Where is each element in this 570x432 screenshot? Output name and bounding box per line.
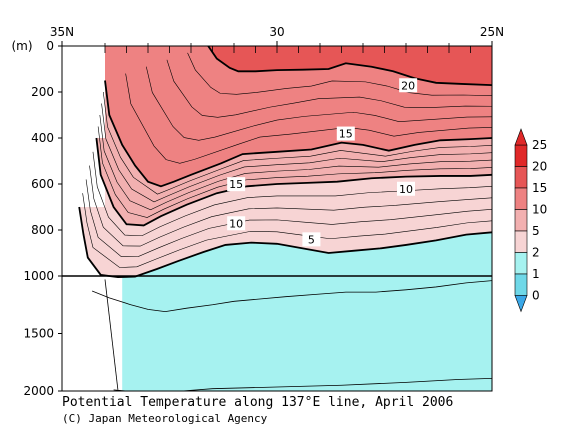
- contour-label: 20: [401, 79, 415, 92]
- y-tick-label: 200: [31, 85, 54, 99]
- legend-top-arrow: [514, 128, 528, 146]
- legend-swatch: [514, 187, 528, 210]
- isotherm-minor-line: [145, 66, 493, 141]
- isotherm-20: [207, 45, 493, 86]
- contour-label-bg: [399, 78, 418, 93]
- legend-label: 1: [532, 267, 540, 281]
- isotherm-minor-line: [89, 165, 493, 247]
- bathymetry-line: [104, 279, 119, 390]
- isotherm-minor-line: [166, 59, 493, 118]
- legend-label: 10: [532, 203, 547, 217]
- legend-swatch: [514, 230, 528, 253]
- legend-label: 20: [532, 160, 547, 174]
- y-tick-label: 400: [31, 131, 54, 145]
- isotherm-minor-line: [102, 91, 493, 195]
- caption: Potential Temperature along 137°E line, …: [62, 395, 453, 427]
- contour-label-bg: [336, 126, 355, 141]
- isotherm-minor-line: [101, 103, 493, 203]
- contour-label-bg: [397, 181, 415, 196]
- y-tick-label: 1500: [23, 327, 54, 341]
- y-tick-label: 1000: [23, 269, 54, 283]
- x-tick-label: 30: [269, 25, 284, 39]
- y-tick-label: 600: [31, 177, 54, 191]
- isotherm-minor-line: [99, 114, 493, 211]
- x-tick-label: 35N: [50, 25, 74, 39]
- legend-label: 5: [532, 224, 540, 238]
- credit-line: (C) Japan Meteorological Agency: [62, 412, 268, 425]
- y-tick-label: 2000: [23, 384, 54, 398]
- legend-swatch: [514, 252, 528, 275]
- isotherm-minor-line: [82, 193, 493, 268]
- contour-label: 15: [229, 178, 243, 191]
- legend-label: 0: [532, 289, 540, 303]
- legend-label: 25: [532, 138, 547, 152]
- y-tick-label: 800: [31, 223, 54, 237]
- legend-swatch: [514, 209, 528, 232]
- y-tick-label: 0: [46, 39, 54, 53]
- legend-swatch: [514, 166, 528, 189]
- isotherm-minor-line: [85, 179, 493, 257]
- isotherm-minor-line: [187, 52, 493, 96]
- isotherm-band-15: [105, 46, 492, 187]
- region-cold-lower: [122, 276, 492, 391]
- isotherm-band-20: [208, 46, 492, 86]
- isotherm-1-5: [182, 377, 493, 392]
- contour-label-bg: [227, 177, 246, 192]
- contour-label: 10: [229, 217, 243, 230]
- x-tick-label: 25N: [480, 25, 504, 39]
- isotherm-2: [91, 280, 493, 313]
- legend-swatch: [514, 144, 528, 167]
- contour-label-bg: [302, 232, 321, 247]
- contour-label-bg: [227, 216, 246, 231]
- legend-label: 15: [532, 181, 547, 195]
- legend-swatch: [514, 273, 528, 296]
- contour-label: 15: [339, 128, 353, 141]
- contour-label: 5: [308, 233, 315, 246]
- chart-title: Potential Temperature along 137°E line, …: [62, 395, 454, 410]
- y-unit-label: (m): [11, 39, 32, 53]
- contour-label: 10: [399, 183, 413, 196]
- isotherm-10: [95, 137, 493, 227]
- legend-bottom-arrow: [514, 295, 528, 313]
- isotherm-minor-line: [125, 73, 493, 164]
- isotherm-minor-line: [97, 126, 493, 218]
- isotherm-15: [104, 80, 493, 188]
- legend-label: 2: [532, 246, 540, 260]
